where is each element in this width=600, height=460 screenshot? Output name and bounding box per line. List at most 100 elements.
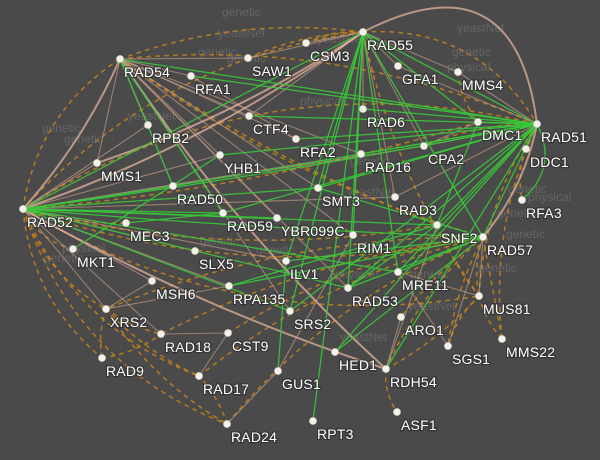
edge-tan-physical-rad54-rfa1[interactable] [119,58,192,77]
node-rad54[interactable] [116,55,124,63]
edge-dashed-orange-rad52-rad55[interactable] [22,31,364,210]
node-xrs2[interactable] [102,305,110,313]
node-rfa1[interactable] [187,72,195,80]
edge-green-rad52-rad50[interactable] [22,185,174,210]
node-rad24[interactable] [223,420,231,428]
edge-green-rad51-rad53[interactable] [347,123,538,289]
node-csm3[interactable] [302,39,310,47]
edge-green-rad51-rfa1[interactable] [190,75,538,125]
node-snf2[interactable] [433,221,441,229]
node-rpa135[interactable] [225,282,233,290]
edge-tan-physical-rad51-gfa1[interactable] [397,65,538,125]
edge-green-rad51-snf2[interactable] [436,123,538,226]
edge-dashed-orange-mus81-mms22[interactable] [478,295,503,340]
edge-green-rpa135-snf2[interactable] [228,224,438,287]
edge-green-rad55-mre11[interactable] [362,31,399,273]
node-msh6[interactable] [148,277,156,285]
edge-green-mec3-rad59[interactable] [125,212,224,224]
edge-green-rad57-rad53[interactable] [347,236,484,289]
node-rad18[interactable] [157,330,165,338]
edge-dashed-orange-rad57-mus81[interactable] [475,236,484,297]
edge-green-rad55-ilv1[interactable] [285,31,364,262]
node-ddc1[interactable] [522,145,530,153]
edge-dashed-orange-rad57-mms22[interactable] [482,236,503,340]
edge-dashed-orange-rad55-mus81[interactable] [362,31,480,297]
edge-tan-physical-rad54-rim1[interactable] [119,58,354,236]
edge-green-rad51-rad52[interactable] [22,123,538,210]
edge-tan-physical-rad54-rad53[interactable] [119,58,349,289]
edge-green-rad51-mre11[interactable] [397,123,538,273]
edge-dashed-orange-rad57-rad18[interactable] [160,236,484,335]
edge-tan-physical-rad52-rad3[interactable] [22,196,396,210]
edge-tan-physical-rad55-cpa2[interactable] [362,31,425,147]
edge-tan-physical-rfa1-rfa2[interactable] [190,75,297,140]
edge-green-rad55-rim1[interactable] [352,31,364,236]
node-rad50[interactable] [169,182,177,190]
edge-green-rad57-smt3[interactable] [317,187,484,238]
edge-dashed-orange-xrs2-rad17[interactable] [105,308,200,377]
node-gfa1[interactable] [394,62,402,70]
edge-tan-physical-rad52-ilv1[interactable] [22,208,287,262]
node-aro1[interactable] [397,313,405,321]
edge-tan-physical-rdh54-snf2[interactable] [385,224,438,370]
edge-dashed-orange-mms4-dmc1[interactable] [457,71,479,123]
edge-tan-physical-gus1-rim1[interactable] [277,234,354,372]
edge-green-snf2-rad53[interactable] [347,224,438,289]
node-mms4[interactable] [454,68,462,76]
node-rad53[interactable] [344,284,352,292]
edge-dashed-orange-xrs2-rad18[interactable] [105,308,162,335]
edge-green-rad55-rad57[interactable] [362,31,484,238]
edge-green-mkt1-yhb1[interactable] [72,154,221,250]
edge-tan-physical-rad17-cst9[interactable] [198,332,229,377]
node-mre11[interactable] [394,268,402,276]
node-mms22[interactable] [498,335,506,343]
edge-dashed-orange-rad52-rad54[interactable] [22,58,121,210]
node-hed1[interactable] [331,348,339,356]
edge-green-rad55-rpt3[interactable] [312,31,364,422]
node-rad57[interactable] [479,233,487,241]
edge-green-rad52-rad53[interactable] [22,208,349,289]
node-rad55[interactable] [359,28,367,36]
edge-dashed-orange-rad52-rad57[interactable] [22,208,484,258]
edge-tan-physical-rad24-gus1[interactable] [226,370,279,425]
node-cst9[interactable] [224,329,232,337]
edge-green-gus1-ilv1[interactable] [277,260,287,372]
edge-dashed-orange-rad57-rad24[interactable] [226,236,484,425]
node-slx5[interactable] [191,247,199,255]
edge-green-rad51-rad6[interactable] [362,108,538,125]
node-rad52[interactable] [19,205,27,213]
edge-tan-physical-rad52-xrs2[interactable] [22,208,107,310]
edge-green-rad57-ilv1[interactable] [285,236,484,262]
node-ybr099c[interactable] [273,214,281,222]
node-sgs1[interactable] [444,342,452,350]
edge-green-rad52-rad55[interactable] [22,31,364,210]
node-mms1[interactable] [93,159,101,167]
edge-green-rad51-rad16[interactable] [360,123,538,155]
edge-salmon-arc-rad51-rad57[interactable] [482,123,538,238]
edge-tan-physical-rad52-rad18[interactable] [22,208,162,335]
edge-green-rad57-hed1[interactable] [334,236,484,353]
node-srs2[interactable] [286,307,294,315]
node-mec3[interactable] [122,219,130,227]
edge-dashed-orange-dmc1-rad52[interactable] [22,121,479,210]
edge-dashed-orange-rad57-rdh54[interactable] [385,236,484,370]
edge-tan-physical-rad51-mms4[interactable] [457,71,538,125]
node-rad9[interactable] [98,354,106,362]
edge-green-rad51-ctf4[interactable] [248,115,538,125]
edge-dashed-orange-saw1-rad55[interactable] [247,31,364,59]
edge-tan-physical-rad51-rad3[interactable] [394,123,538,198]
edge-dashed-orange-rad54-rad57[interactable] [119,58,484,238]
node-rdh54[interactable] [382,365,390,373]
edge-tan-physical-rad57-mus81[interactable] [478,236,484,297]
node-rfa2[interactable] [292,135,300,143]
node-gus1[interactable] [274,367,282,375]
edge-tan-physical-rad52-rpb2[interactable] [22,124,149,210]
edge-green-rad52-smt3[interactable] [22,187,319,210]
edge-salmon-arc-rad54-rad52[interactable] [22,58,121,210]
edge-tan-physical-xrs2-rpa135[interactable] [105,285,230,310]
edge-tan-physical-rad54-rad16[interactable] [119,58,362,155]
edge-tan-physical-rad18-cst9[interactable] [160,332,229,335]
edge-tan-physical-rad55-gfa1[interactable] [362,31,399,67]
edge-green-rad51-rad55[interactable] [362,31,538,125]
